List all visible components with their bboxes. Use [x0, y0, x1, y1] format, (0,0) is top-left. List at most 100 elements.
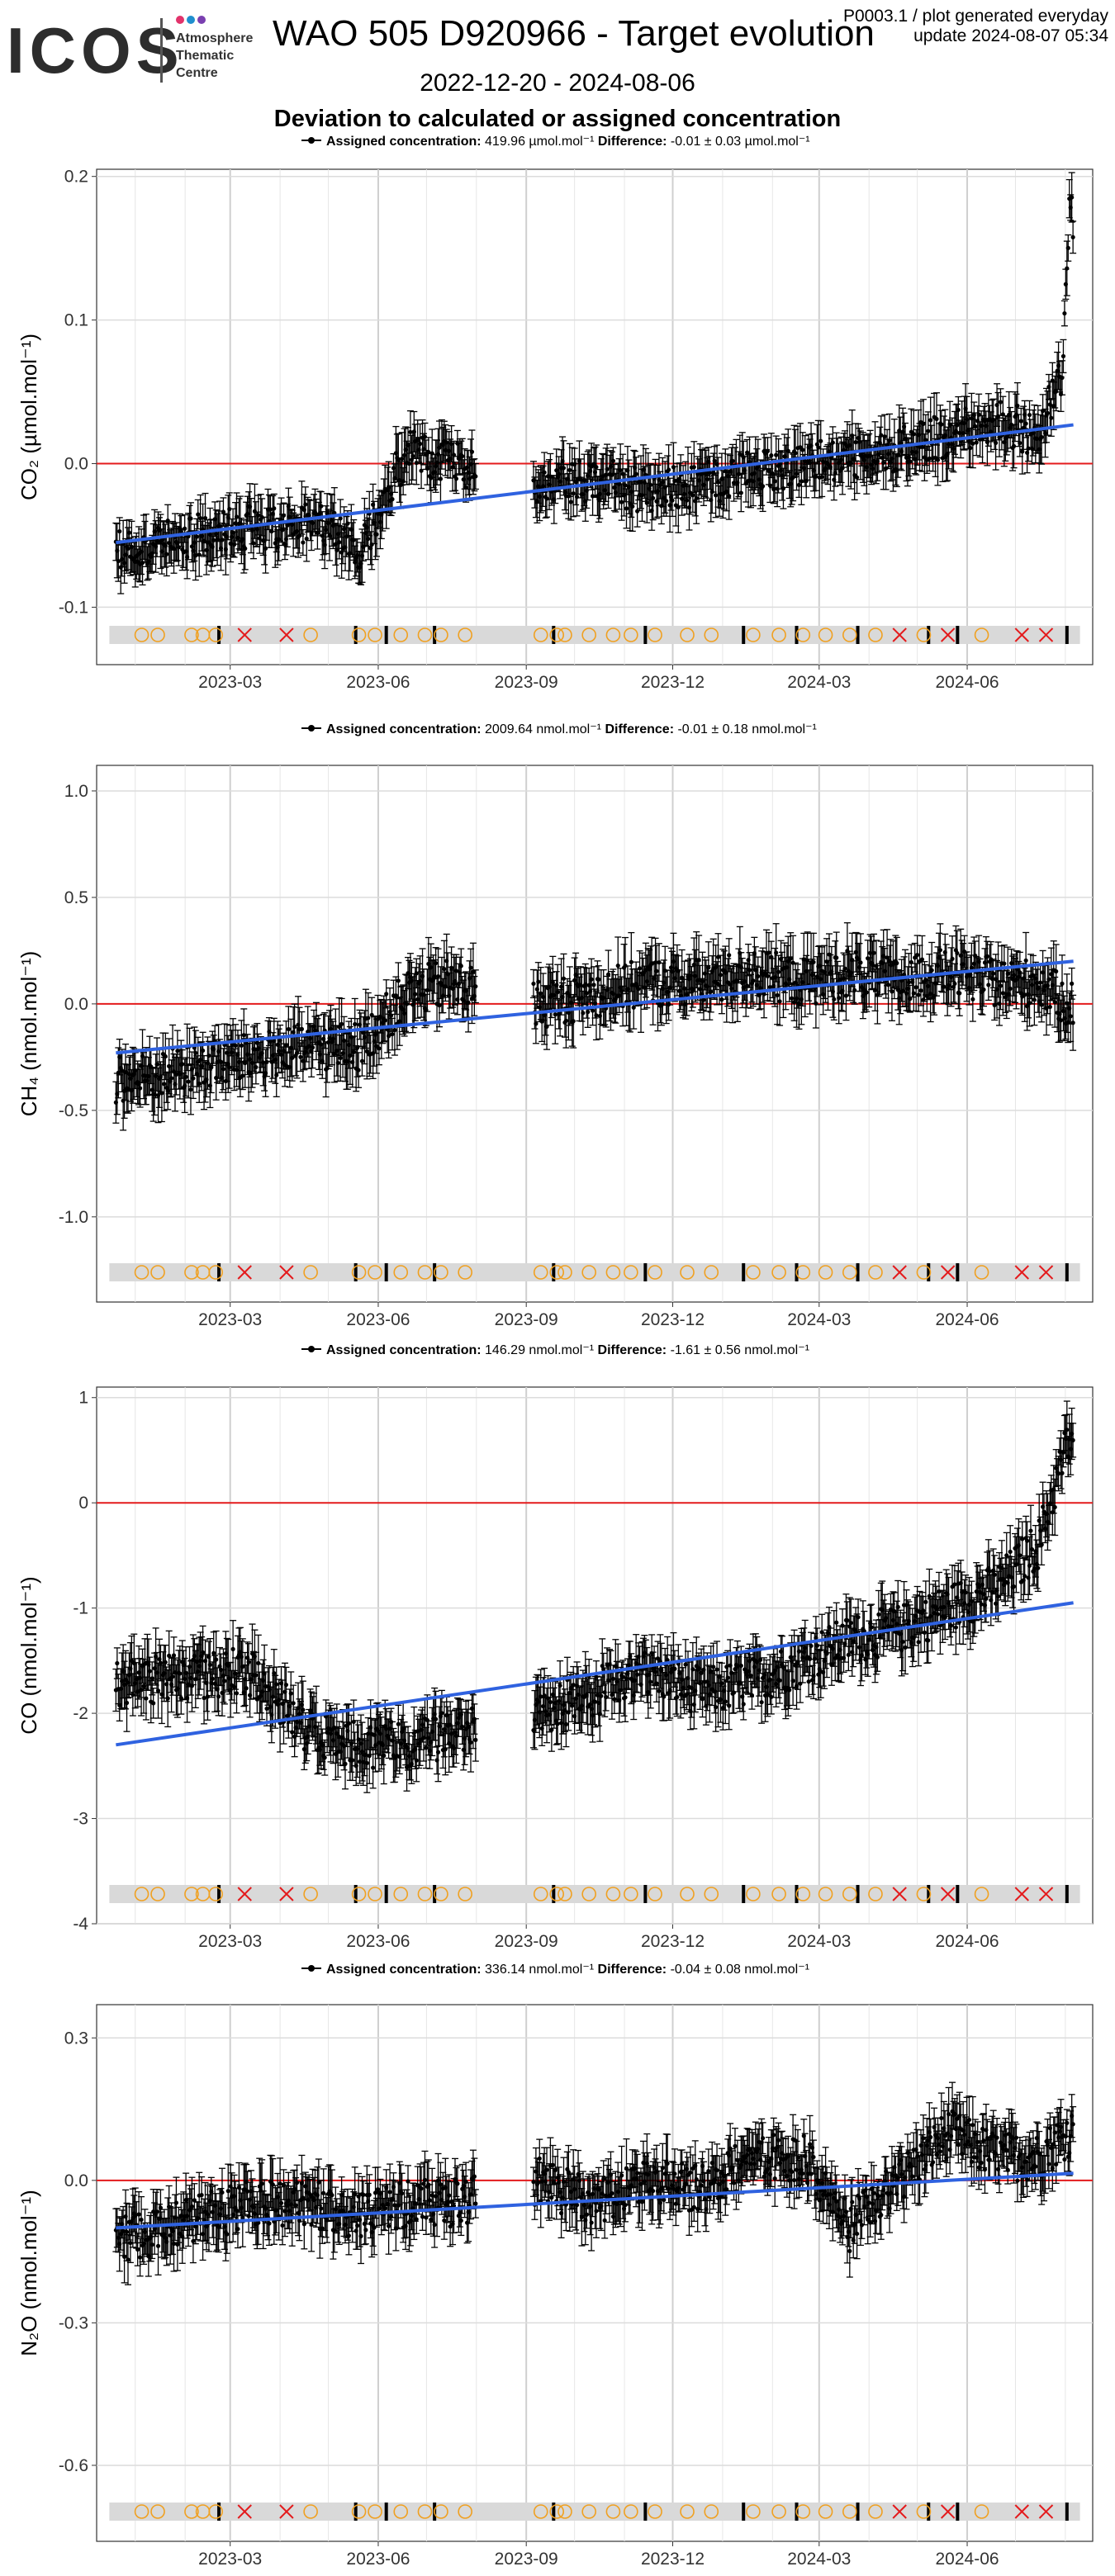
data-point	[200, 1048, 206, 1054]
data-point	[651, 495, 656, 500]
data-point	[694, 495, 699, 501]
data-point	[198, 516, 203, 521]
data-point	[176, 545, 181, 550]
data-point	[345, 521, 350, 526]
flag-circle	[771, 627, 786, 642]
data-point	[534, 1021, 539, 1026]
page-title: WAO 505 D920966 - Target evolution	[273, 13, 875, 54]
data-point	[563, 1018, 569, 1023]
data-point	[594, 465, 599, 470]
data-point	[633, 471, 638, 476]
data-point	[449, 965, 454, 970]
legend-difference-label: Difference:	[598, 135, 671, 149]
logo-dot	[187, 16, 195, 24]
data-point	[188, 1087, 193, 1092]
flag-circle	[868, 627, 883, 642]
data-point	[239, 1043, 244, 1048]
data-point	[637, 966, 643, 971]
legend-difference-value: -0.01 ± 0.18 nmol.mol⁻¹	[677, 722, 816, 736]
x-tick-label: 2024-06	[935, 1310, 999, 1329]
flag-circle	[351, 627, 367, 642]
data-point	[927, 456, 932, 461]
data-point	[926, 429, 931, 433]
y-tick-label: -0.1	[59, 598, 88, 617]
data-point	[615, 963, 620, 968]
data-point	[165, 518, 170, 523]
data-point	[610, 458, 616, 463]
data-point	[274, 1073, 279, 1077]
flag-circle	[393, 627, 409, 642]
data-point	[315, 531, 320, 536]
flag-circle	[795, 627, 811, 642]
data-point	[664, 499, 669, 504]
generation-note: P0003.1 / plot generated everyday	[842, 7, 1108, 26]
data-point	[531, 981, 536, 987]
legend-key-point	[308, 137, 315, 144]
data-point	[438, 476, 444, 481]
data-point	[956, 407, 961, 413]
data-point	[334, 547, 339, 552]
update-timestamp: update 2024-08-07 05:34	[913, 26, 1108, 45]
data-point	[180, 1062, 185, 1067]
data-point	[1062, 310, 1067, 316]
data-point	[586, 1010, 591, 1015]
data-point	[596, 977, 601, 982]
flag-circle	[648, 627, 662, 642]
data-point	[691, 465, 696, 470]
data-point	[657, 483, 662, 488]
data-point	[126, 546, 130, 552]
flag-bar	[927, 626, 931, 644]
data-points	[112, 922, 1077, 1131]
logo-separator	[160, 18, 163, 83]
y-tick-label: 0.1	[64, 311, 88, 330]
data-point	[364, 1049, 369, 1054]
data-point	[355, 1045, 360, 1050]
flag-cross	[237, 627, 252, 642]
data-point	[466, 1000, 471, 1005]
data-point	[973, 424, 978, 429]
flag-bar	[956, 626, 960, 644]
data-point	[707, 471, 712, 476]
data-point	[458, 964, 463, 968]
data-point	[356, 1068, 361, 1073]
data-point	[923, 438, 928, 443]
data-point	[413, 992, 418, 997]
data-point	[680, 975, 685, 980]
data-point	[193, 1050, 198, 1055]
data-point	[630, 504, 635, 509]
y-axis-label: CH₄ (nmol.mol⁻¹)	[17, 951, 41, 1117]
plot-area	[96, 765, 1094, 1303]
data-point	[233, 1043, 238, 1048]
data-point	[727, 494, 732, 499]
data-point	[853, 440, 858, 445]
data-point	[186, 1079, 191, 1084]
logo-dots	[176, 13, 208, 28]
legend: Assigned concentration: 419.96 µmol.mol⁻…	[301, 135, 810, 149]
data-point	[1060, 375, 1065, 381]
data-point	[1027, 412, 1032, 418]
x-tick-label: 2024-03	[787, 1310, 851, 1329]
data-point	[390, 497, 395, 502]
data-point	[649, 961, 654, 966]
data-point	[197, 1081, 202, 1087]
data-point	[410, 453, 415, 458]
flag-circle	[417, 627, 433, 642]
data-point	[377, 1046, 382, 1051]
data-point	[644, 500, 649, 505]
data-point	[196, 512, 201, 517]
data-point	[629, 959, 633, 964]
data-point	[796, 482, 802, 487]
data-point	[310, 1045, 316, 1050]
data-point	[690, 493, 695, 498]
data-point	[473, 474, 478, 479]
data-point	[536, 979, 541, 984]
data-point	[684, 992, 690, 997]
data-point	[624, 506, 629, 511]
data-point	[701, 997, 706, 1002]
data-point	[211, 537, 216, 542]
data-point	[351, 1049, 356, 1054]
data-point	[662, 968, 667, 973]
flag-bar	[217, 626, 221, 644]
data-point	[116, 558, 121, 564]
data-point	[1015, 403, 1020, 409]
